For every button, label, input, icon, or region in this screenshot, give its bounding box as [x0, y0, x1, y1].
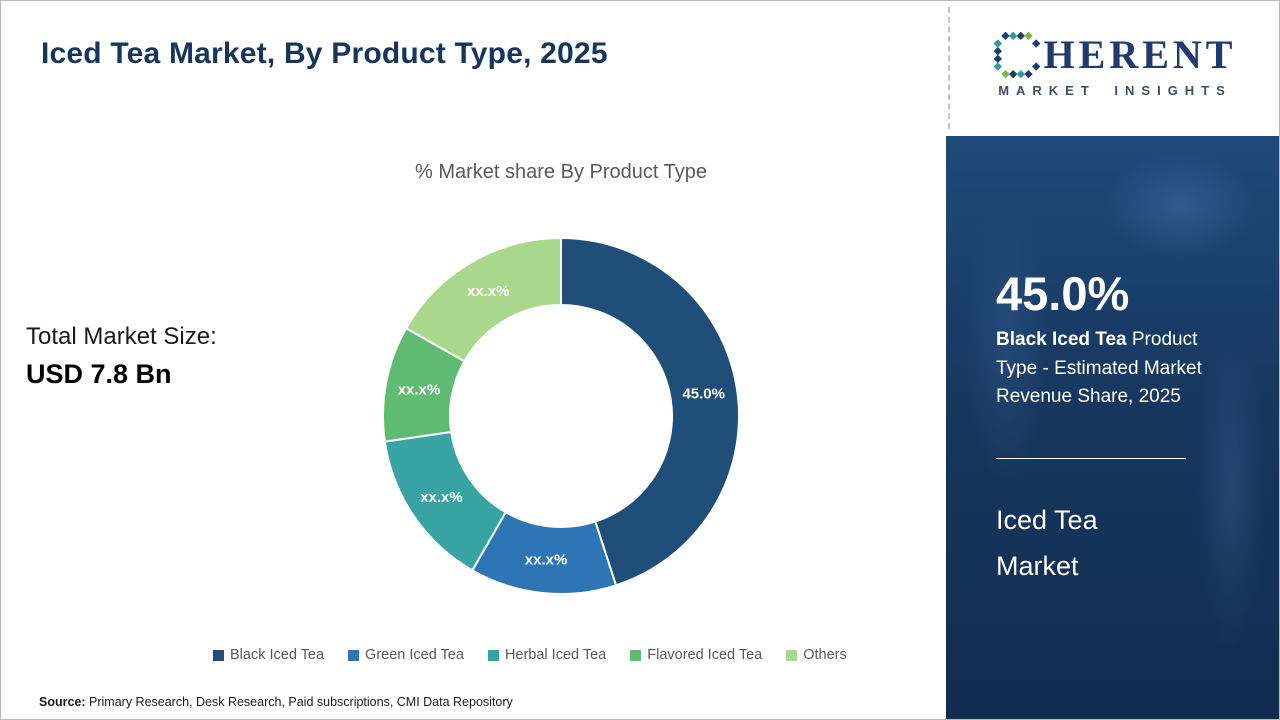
donut-segment-others[interactable] — [404, 236, 562, 363]
total-market-size-label: Total Market Size: — [26, 323, 217, 350]
segment-label-black-iced-tea: 45.0% — [682, 385, 725, 402]
logo-text-market-insights: MARKET INSIGHTS — [998, 83, 1232, 98]
panel-stat-description-rest: Product Type - Estimated Market Revenue … — [996, 329, 1202, 407]
cmi-logo: HERENT MARKET INSIGHTS — [961, 31, 1269, 98]
chart-title: % Market share By Product Type — [415, 161, 707, 183]
panel-divider — [996, 458, 1186, 459]
logo-text-coherent: HERENT — [1043, 32, 1237, 77]
source-label: Source: — [39, 695, 86, 709]
segment-label-flavored-iced-tea: xx.x% — [398, 381, 441, 398]
source-text: Primary Research, Desk Research, Paid su… — [85, 695, 513, 709]
legend-swatch — [630, 649, 642, 661]
legend-item-black-iced-tea[interactable]: Black Iced Tea — [213, 647, 324, 663]
legend-swatch — [213, 649, 224, 661]
chart-legend: Black Iced Tea Green Iced Tea Herbal Iced … — [213, 647, 847, 663]
cmi-logo-wordmark: HERENT — [961, 31, 1269, 78]
header-divider — [948, 7, 950, 129]
segment-label-others: xx.x% — [467, 283, 510, 300]
panel-stat-description: Black Iced Tea Product Type - Estimated … — [996, 326, 1241, 412]
total-market-size: Total Market Size: USD 7.8 Bn — [26, 323, 217, 390]
segment-label-green-iced-tea: xx.x% — [525, 552, 568, 569]
panel-market-name: Iced Tea Market — [996, 505, 1098, 581]
donut-segment-black-iced-tea[interactable] — [560, 236, 740, 587]
legend-swatch — [487, 649, 499, 661]
legend-swatch — [348, 649, 360, 661]
total-market-size-value: USD 7.8 Bn — [26, 359, 172, 389]
side-panel: 45.0% Black Iced Tea Product Type - Esti… — [946, 136, 1279, 719]
panel-stat-value: 45.0% — [996, 267, 1130, 320]
legend-label: Black Iced Tea — [230, 647, 325, 663]
cmi-logo-emblem — [993, 31, 1040, 78]
panel-stat-description-bold: Black Iced Tea — [996, 329, 1127, 350]
legend-item-flavored-iced-tea[interactable]: Flavored Iced Tea — [630, 647, 762, 663]
legend-swatch — [786, 649, 798, 661]
legend-label: Herbal Iced Tea — [504, 647, 607, 663]
segment-label-herbal-iced-tea: xx.x% — [420, 489, 463, 506]
donut-chart: 45.0% xx.x% xx.x% xx.x% xx.x% — [382, 236, 740, 595]
chart-area: Iced Tea Market, By Product Type, 2025 %… — [1, 1, 946, 719]
legend-label: Others — [803, 647, 847, 663]
legend-label: Green Iced Tea — [365, 647, 464, 663]
page-title: Iced Tea Market, By Product Type, 2025 — [41, 37, 608, 70]
legend-label: Flavored Iced Tea — [647, 647, 763, 663]
legend-item-others[interactable]: Others — [786, 647, 847, 663]
legend-item-herbal-iced-tea[interactable]: Herbal Iced Tea — [487, 647, 607, 663]
source-note: Source: Primary Research, Desk Research,… — [39, 695, 513, 709]
legend-item-green-iced-tea[interactable]: Green Iced Tea — [348, 647, 464, 663]
